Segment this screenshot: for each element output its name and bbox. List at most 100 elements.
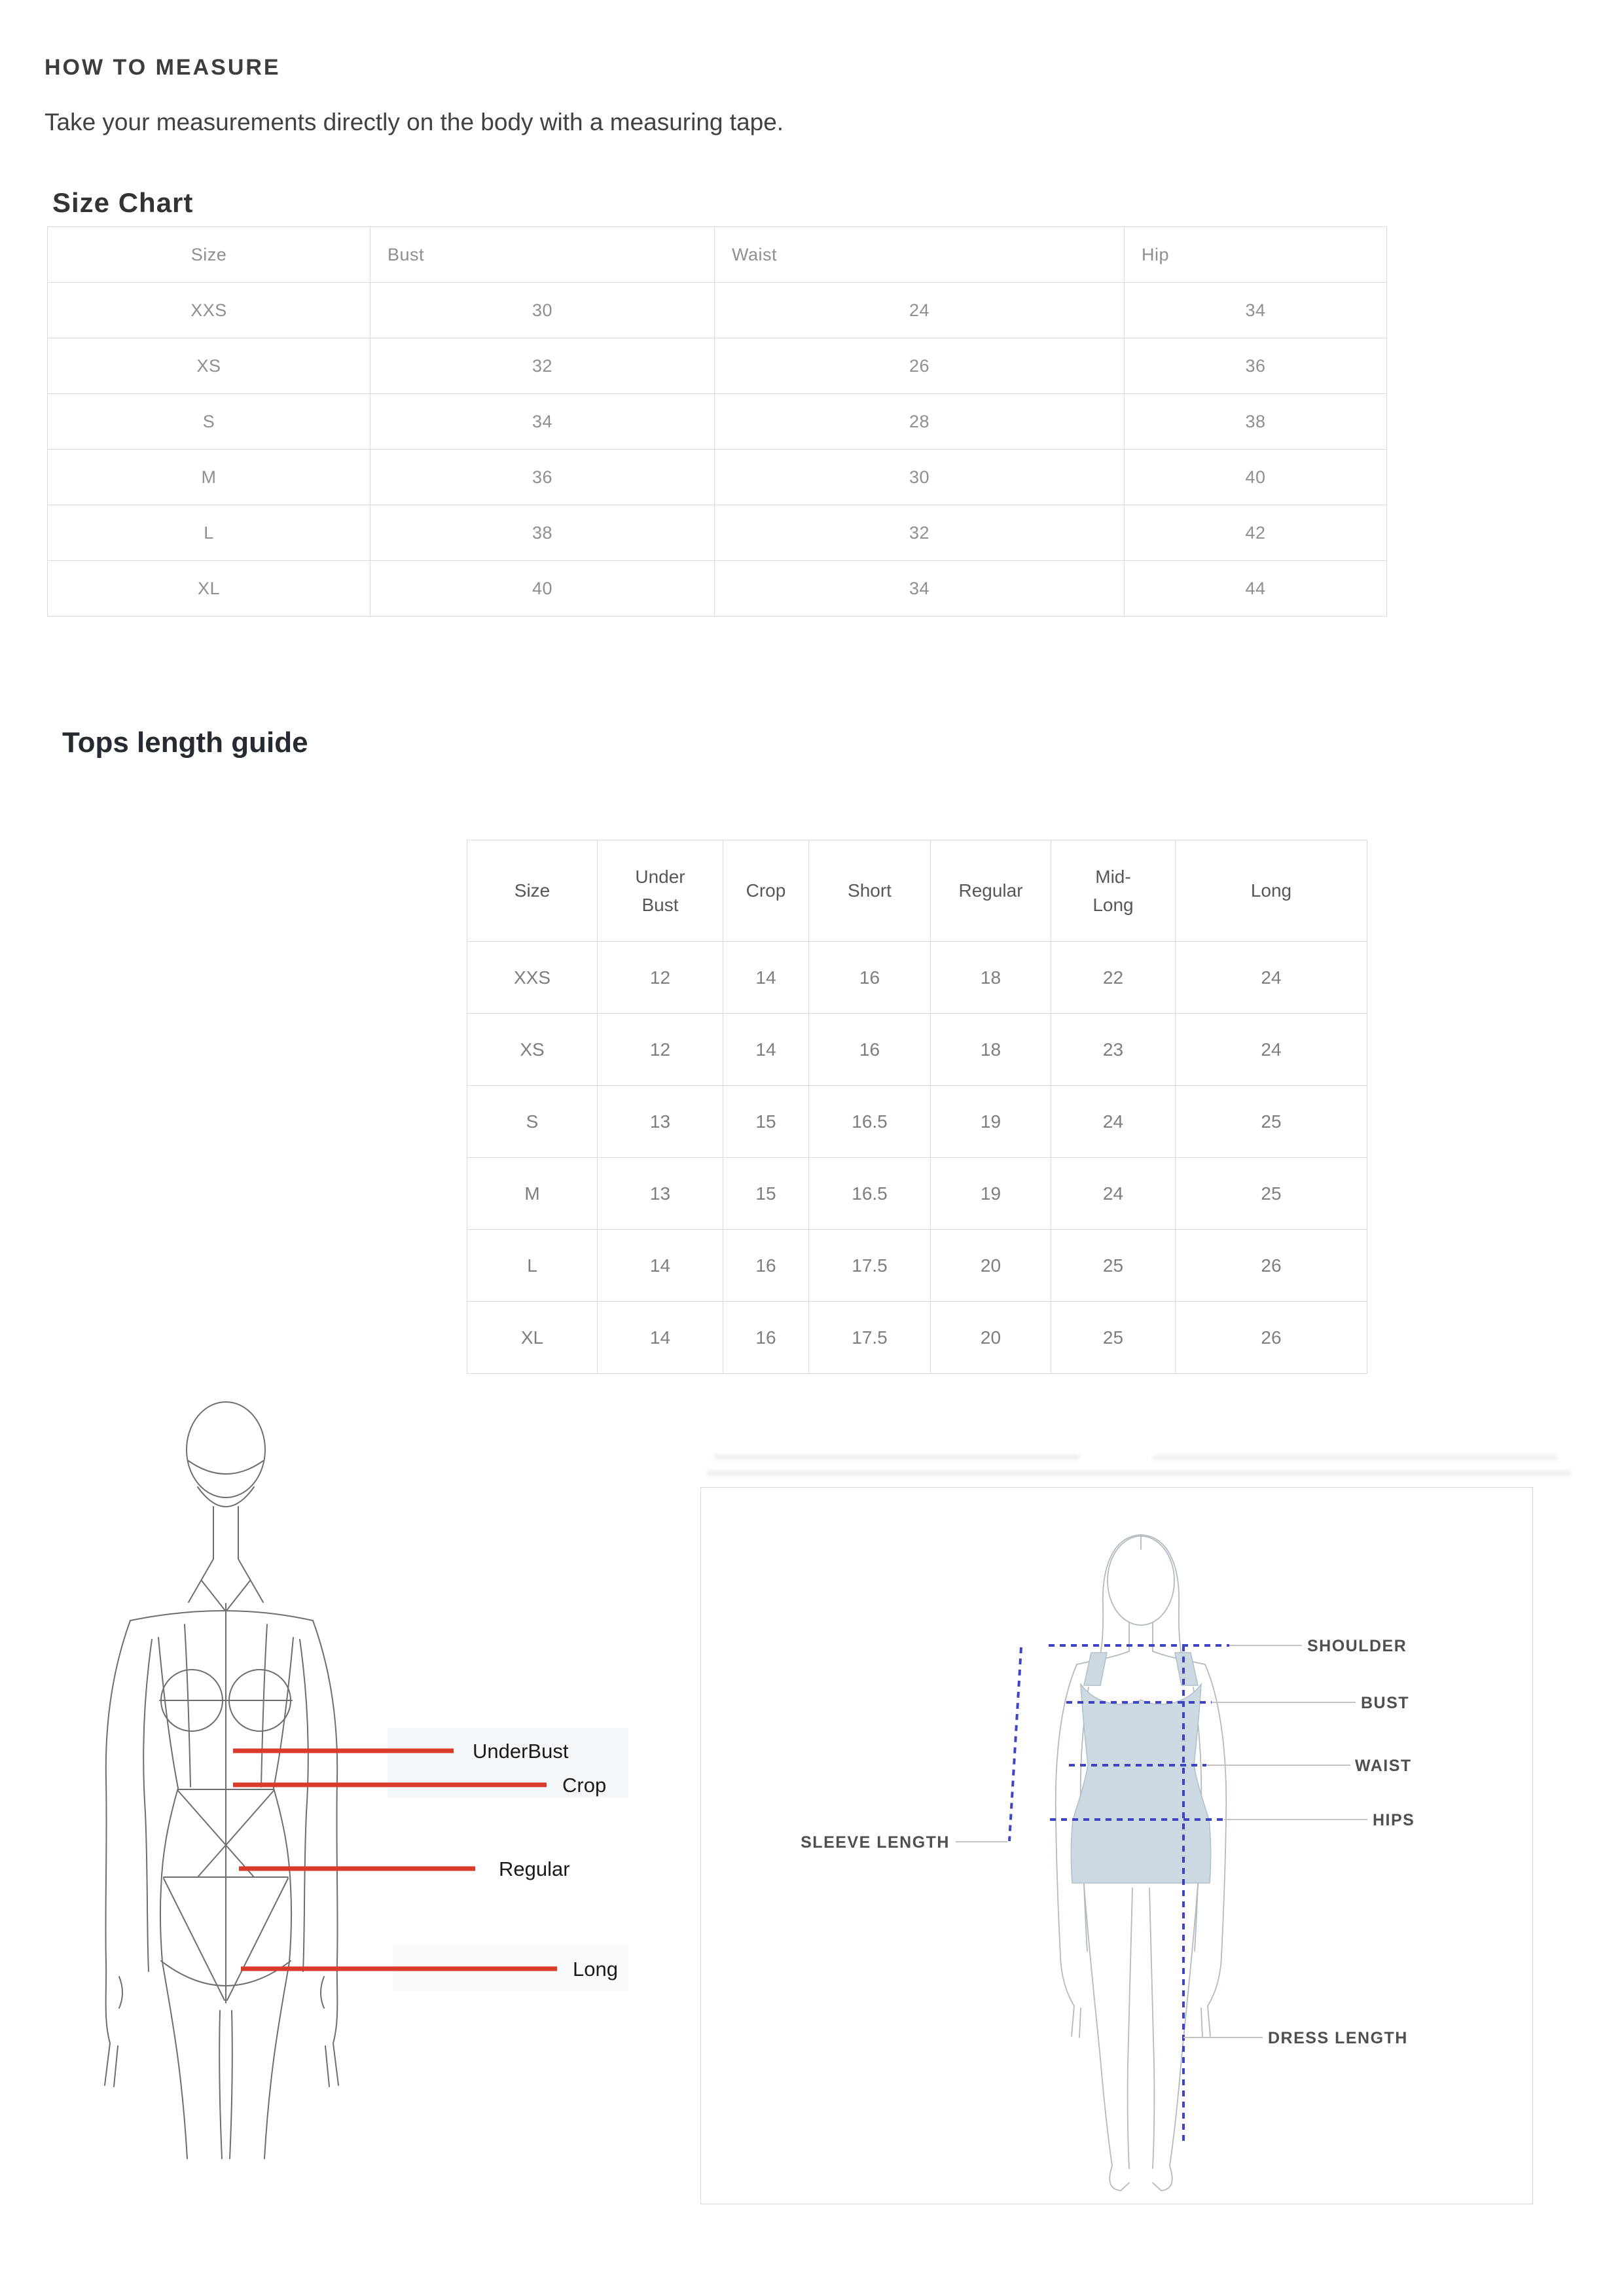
length-cell: 13 [597, 1085, 723, 1158]
hip-cell: 38 [1124, 393, 1387, 450]
length-cell: 16 [808, 941, 931, 1014]
table-row: XL 40 34 44 [47, 560, 1387, 617]
bust-cell: 30 [370, 282, 715, 338]
table-row: XS 12 14 16 18 23 24 [467, 1013, 1367, 1086]
column-header-short: Short [808, 840, 931, 942]
column-header-midlong: Mid- Long [1051, 840, 1176, 942]
column-header-crop: Crop [723, 840, 809, 942]
length-cell: 19 [930, 1157, 1051, 1230]
mannequin-sketch [104, 1401, 339, 2159]
length-cell: 14 [597, 1301, 723, 1374]
dress-length-label: DRESS LENGTH [1268, 2029, 1408, 2047]
size-cell: S [47, 393, 370, 450]
table-row: S 34 28 38 [47, 393, 1387, 450]
column-header-underbust: Under Bust [597, 840, 723, 942]
length-cell: 16.5 [808, 1085, 931, 1158]
length-cell: 14 [723, 941, 809, 1014]
size-chart-heading: Size Chart [52, 187, 194, 218]
table-row: XL 14 16 17.5 20 25 26 [467, 1301, 1367, 1374]
size-cell: XL [47, 560, 370, 617]
column-header-regular: Regular [930, 840, 1051, 942]
column-header-size: Size [467, 840, 598, 942]
dress-figure: SHOULDER BUST WAIST HIPS SLEEVE LENGTH D… [801, 1534, 1415, 2191]
hip-cell: 34 [1124, 282, 1387, 338]
length-cell: 15 [723, 1157, 809, 1230]
length-cell: 24 [1175, 1013, 1367, 1086]
column-header-size: Size [47, 226, 370, 283]
table-row: M 36 30 40 [47, 449, 1387, 505]
crop-label: Crop [562, 1774, 606, 1797]
length-cell: 26 [1175, 1301, 1367, 1374]
long-label: Long [573, 1958, 618, 1981]
faded-text-artifact [707, 1470, 1571, 1476]
size-cell: XS [467, 1013, 598, 1086]
size-cell: M [467, 1157, 598, 1230]
bust-cell: 36 [370, 449, 715, 505]
sleeve-length-label: SLEEVE LENGTH [801, 1833, 950, 1852]
size-cell: L [47, 505, 370, 561]
length-cell: 22 [1051, 941, 1176, 1014]
table-row: S 13 15 16.5 19 24 25 [467, 1085, 1367, 1158]
shoulder-label: SHOULDER [1307, 1637, 1407, 1655]
length-cell: 14 [597, 1229, 723, 1302]
size-cell: XXS [467, 941, 598, 1014]
hips-label: HIPS [1373, 1811, 1415, 1829]
table-row: L 38 32 42 [47, 505, 1387, 561]
length-cell: 19 [930, 1085, 1051, 1158]
length-cell: 16.5 [808, 1157, 931, 1230]
table-row: XS 32 26 36 [47, 338, 1387, 394]
size-cell: XL [467, 1301, 598, 1374]
column-header-bust: Bust [370, 226, 715, 283]
waist-cell: 28 [714, 393, 1125, 450]
length-cell: 17.5 [808, 1301, 931, 1374]
length-cell: 16 [723, 1229, 809, 1302]
length-cell: 26 [1175, 1229, 1367, 1302]
size-cell: L [467, 1229, 598, 1302]
dress-measurement-diagram: SHOULDER BUST WAIST HIPS SLEEVE LENGTH D… [700, 1487, 1533, 2204]
tops-length-diagram: UnderBust Crop Regular Long [85, 1388, 631, 2163]
tops-length-guide-table: Size Under Bust Crop Short Regular Mid- … [467, 840, 1367, 1374]
table-row: L 14 16 17.5 20 25 26 [467, 1229, 1367, 1302]
length-cell: 20 [930, 1301, 1051, 1374]
bust-cell: 34 [370, 393, 715, 450]
size-cell: XS [47, 338, 370, 394]
length-cell: 23 [1051, 1013, 1176, 1086]
waist-cell: 32 [714, 505, 1125, 561]
faded-text-artifact [713, 1454, 1080, 1460]
female-outline [1055, 1534, 1227, 2191]
length-cell: 14 [723, 1013, 809, 1086]
column-header-waist: Waist [714, 226, 1125, 283]
length-cell: 24 [1051, 1157, 1176, 1230]
table-row: XXS 30 24 34 [47, 282, 1387, 338]
length-cell: 18 [930, 941, 1051, 1014]
length-cell: 16 [808, 1013, 931, 1086]
size-chart-header-row: Size Bust Waist Hip [47, 226, 1387, 283]
dress-shape [1070, 1652, 1212, 1884]
regular-label: Regular [499, 1857, 570, 1880]
length-cell: 16 [723, 1301, 809, 1374]
length-cell: 13 [597, 1157, 723, 1230]
bust-cell: 32 [370, 338, 715, 394]
length-cell: 25 [1175, 1085, 1367, 1158]
waist-cell: 34 [714, 560, 1125, 617]
croquis-figure: UnderBust Crop Regular Long [104, 1401, 631, 2159]
length-cell: 24 [1051, 1085, 1176, 1158]
length-marker-lines [233, 1748, 557, 1971]
column-header-hip: Hip [1124, 226, 1387, 283]
tops-length-guide-heading: Tops length guide [62, 726, 308, 759]
length-cell: 20 [930, 1229, 1051, 1302]
size-cell: S [467, 1085, 598, 1158]
length-cell: 25 [1175, 1157, 1367, 1230]
length-cell: 12 [597, 941, 723, 1014]
length-cell: 25 [1051, 1229, 1176, 1302]
intro-text: Take your measurements directly on the b… [45, 109, 784, 135]
length-cell: 15 [723, 1085, 809, 1158]
hip-cell: 40 [1124, 449, 1387, 505]
measurement-dotted-lines [1008, 1644, 1229, 2141]
bust-label: BUST [1361, 1694, 1409, 1712]
waist-cell: 26 [714, 338, 1125, 394]
hip-cell: 42 [1124, 505, 1387, 561]
waist-cell: 24 [714, 282, 1125, 338]
sleeve-dotted-line [1008, 1647, 1022, 1842]
